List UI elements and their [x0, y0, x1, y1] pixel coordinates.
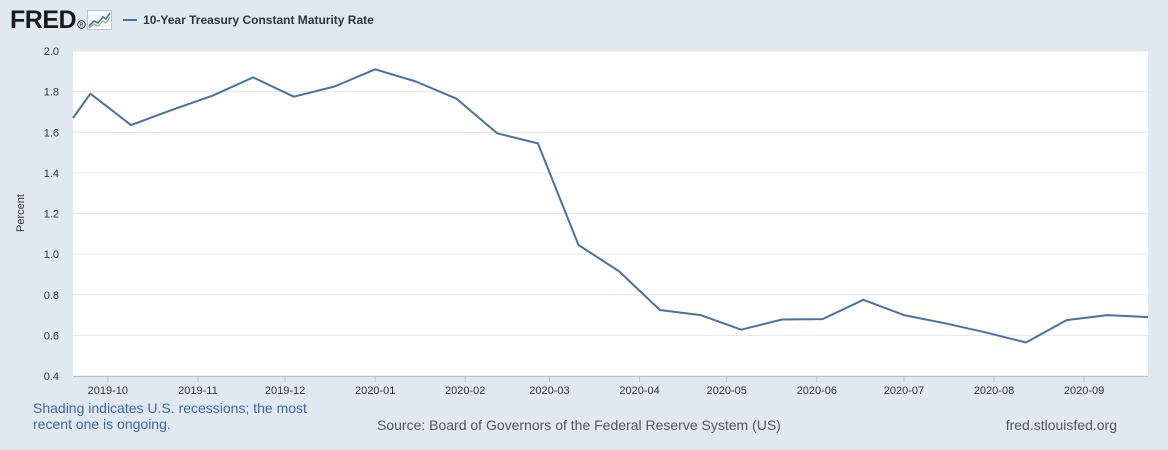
data-point[interactable] — [740, 328, 742, 330]
data-point[interactable] — [862, 299, 864, 301]
x-tick-label: 2020-08 — [974, 385, 1014, 397]
svg-text:R: R — [80, 22, 84, 28]
x-tick-label: 2019-11 — [178, 385, 218, 397]
data-point[interactable] — [171, 109, 173, 111]
recession-note: Shading indicates U.S. recessions; the m… — [33, 400, 307, 432]
data-point[interactable] — [455, 98, 457, 100]
y-tick-label: 0.8 — [44, 290, 59, 302]
y-tick-label: 0.6 — [44, 330, 59, 342]
x-tick-label: 2020-04 — [619, 385, 659, 397]
data-point[interactable] — [781, 318, 783, 320]
x-axis: 2019-10 2019-11 2019-12 2020-01 2020-02 2020-… — [73, 376, 1148, 397]
data-point[interactable] — [577, 244, 579, 246]
x-tick-label: 2020-09 — [1064, 385, 1104, 397]
y-tick-label: 0.4 — [44, 371, 59, 383]
data-point[interactable] — [943, 322, 945, 324]
data-point[interactable] — [211, 94, 213, 96]
x-tick-label: 2019-12 — [265, 385, 305, 397]
x-tick-label: 2020-06 — [797, 385, 837, 397]
fred-logo-text: FRED — [10, 6, 77, 34]
y-tick-label: 1.4 — [44, 168, 59, 180]
data-point[interactable] — [293, 96, 295, 98]
data-point[interactable] — [1065, 319, 1067, 321]
y-tick-label: 1.6 — [44, 127, 59, 139]
series-group — [72, 68, 1149, 344]
data-point[interactable] — [1106, 314, 1108, 316]
chart-header: FRED R 10-Year Treasury Constant Maturit… — [10, 6, 374, 34]
y-tick-label: 1.2 — [44, 209, 59, 221]
y-axis-tick-labels: 0.4 0.6 0.8 1.0 1.2 1.4 1.6 1.8 2.0 — [44, 46, 59, 383]
data-point[interactable] — [130, 124, 132, 126]
data-point[interactable] — [374, 68, 376, 70]
data-point[interactable] — [415, 80, 417, 82]
site-link[interactable]: fred.stlouisfed.org — [1005, 417, 1117, 433]
source-text: Source: Board of Governors of the Federa… — [377, 417, 781, 433]
fred-logo[interactable]: FRED R — [10, 6, 113, 34]
legend-label: 10-Year Treasury Constant Maturity Rate — [143, 13, 374, 27]
x-tick-label: 2020-05 — [707, 385, 747, 397]
x-tick-label: 2020-07 — [884, 385, 924, 397]
data-point[interactable] — [72, 117, 74, 119]
chart-legend[interactable]: 10-Year Treasury Constant Maturity Rate — [123, 13, 374, 27]
registered-mark-icon: R — [77, 19, 86, 29]
fred-graph-icon — [87, 10, 113, 30]
data-point[interactable] — [984, 331, 986, 333]
data-point[interactable] — [1025, 341, 1027, 343]
legend-swatch — [123, 19, 138, 21]
y-tick-label: 1.0 — [44, 249, 59, 261]
y-axis-label: Percent — [15, 194, 27, 232]
data-point[interactable] — [537, 142, 539, 144]
data-point[interactable] — [1147, 316, 1149, 318]
x-tick-label: 2019-10 — [88, 385, 128, 397]
data-point[interactable] — [333, 85, 335, 87]
x-tick-label: 2020-03 — [529, 385, 569, 397]
series-line[interactable] — [72, 68, 1149, 344]
y-tick-label: 2.0 — [44, 46, 59, 58]
y-tick-label: 1.8 — [44, 87, 59, 99]
data-point[interactable] — [252, 76, 254, 78]
data-point[interactable] — [618, 270, 620, 272]
data-point[interactable] — [659, 309, 661, 311]
data-point[interactable] — [821, 318, 823, 320]
data-point[interactable] — [699, 314, 701, 316]
x-tick-label: 2020-02 — [445, 385, 485, 397]
data-point[interactable] — [496, 132, 498, 134]
x-tick-label: 2020-01 — [355, 385, 395, 397]
data-point[interactable] — [89, 92, 91, 94]
data-point[interactable] — [903, 314, 905, 316]
